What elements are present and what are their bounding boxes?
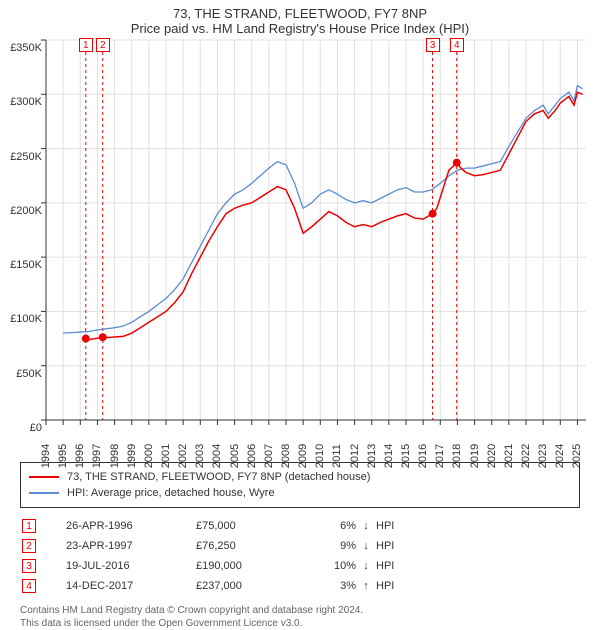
x-tick-label: 2016: [417, 444, 429, 468]
y-tick-label: £300K: [10, 96, 42, 108]
legend-swatch: [29, 492, 59, 494]
x-tick-label: 2002: [177, 444, 189, 468]
sale-index-badge: 2: [22, 539, 36, 553]
x-tick-label: 2024: [554, 444, 566, 468]
hpi-label: HPI: [376, 520, 416, 532]
y-tick-label: £250K: [10, 151, 42, 163]
legend-label: HPI: Average price, detached house, Wyre: [67, 485, 275, 501]
x-tick-label: 2022: [520, 444, 532, 468]
sale-price: £75,000: [196, 520, 296, 532]
x-tick-label: 2010: [314, 444, 326, 468]
attribution-line1: Contains HM Land Registry data © Crown c…: [20, 604, 580, 617]
hpi-label: HPI: [376, 580, 416, 592]
sales-table: 126-APR-1996£75,0006%↓HPI223-APR-1997£76…: [20, 516, 580, 596]
x-tick-label: 1999: [126, 444, 138, 468]
arrow-up-icon: ↑: [356, 580, 376, 592]
x-tick-label: 2015: [400, 444, 412, 468]
x-tick-label: 2008: [280, 444, 292, 468]
x-tick-label: 2006: [246, 444, 258, 468]
sale-marker-4: 4: [450, 38, 464, 52]
legend-item: HPI: Average price, detached house, Wyre: [29, 485, 571, 501]
y-tick-label: £100K: [10, 313, 42, 325]
sale-marker-2: 2: [96, 38, 110, 52]
sale-price: £190,000: [196, 560, 296, 572]
arrow-down-icon: ↓: [356, 560, 376, 572]
x-tick-label: 2021: [503, 444, 515, 468]
x-tick-label: 1995: [57, 444, 69, 468]
y-tick-label: £0: [30, 422, 42, 434]
attribution: Contains HM Land Registry data © Crown c…: [20, 604, 580, 630]
x-tick-label: 1994: [40, 444, 52, 468]
y-tick-label: £200K: [10, 205, 42, 217]
table-row: 2 23-APR-1997£76,2509%↓HPI: [20, 536, 580, 556]
x-tick-label: 2017: [434, 444, 446, 468]
y-tick-label: £350K: [10, 42, 42, 54]
sale-delta: 3%: [296, 580, 356, 592]
x-tick-label: 2000: [143, 444, 155, 468]
y-tick-label: £150K: [10, 259, 42, 271]
y-axis-labels: £0£50K£100K£150K£200K£250K£300K£350K: [0, 48, 44, 428]
x-tick-label: 2019: [469, 444, 481, 468]
x-tick-label: 2007: [263, 444, 275, 468]
sale-price: £76,250: [196, 540, 296, 552]
x-tick-label: 1998: [109, 444, 121, 468]
sale-marker-1: 1: [79, 38, 93, 52]
x-tick-label: 1997: [91, 444, 103, 468]
table-row: 3 19-JUL-2016£190,00010%↓HPI: [20, 556, 580, 576]
table-row: 1 26-APR-1996£75,0006%↓HPI: [20, 516, 580, 536]
chart-plot-area: [46, 40, 586, 420]
x-tick-label: 2011: [331, 444, 343, 468]
x-tick-label: 2023: [537, 444, 549, 468]
sale-index-badge: 3: [22, 559, 36, 573]
sale-date: 23-APR-1997: [66, 540, 196, 552]
x-tick-label: 1996: [74, 444, 86, 468]
y-tick-label: £50K: [16, 368, 42, 380]
sale-delta: 6%: [296, 520, 356, 532]
hpi-label: HPI: [376, 540, 416, 552]
sale-date: 26-APR-1996: [66, 520, 196, 532]
x-tick-label: 2005: [229, 444, 241, 468]
sale-delta: 10%: [296, 560, 356, 572]
sale-date: 14-DEC-2017: [66, 580, 196, 592]
sale-index-badge: 1: [22, 519, 36, 533]
attribution-line2: This data is licensed under the Open Gov…: [20, 617, 580, 630]
x-tick-label: 2020: [486, 444, 498, 468]
sale-date: 19-JUL-2016: [66, 560, 196, 572]
x-tick-label: 2009: [297, 444, 309, 468]
x-axis-labels: 1994199519961997199819992000200120022003…: [46, 438, 586, 482]
chart-title: 73, THE STRAND, FLEETWOOD, FY7 8NP: [0, 0, 600, 21]
sale-delta: 9%: [296, 540, 356, 552]
sale-price: £237,000: [196, 580, 296, 592]
x-tick-label: 2003: [194, 444, 206, 468]
hpi-label: HPI: [376, 560, 416, 572]
arrow-down-icon: ↓: [356, 540, 376, 552]
x-tick-label: 2001: [160, 444, 172, 468]
arrow-down-icon: ↓: [356, 520, 376, 532]
sale-index-badge: 4: [22, 579, 36, 593]
x-tick-label: 2012: [349, 444, 361, 468]
x-tick-label: 2018: [451, 444, 463, 468]
x-tick-label: 2004: [211, 444, 223, 468]
sale-marker-3: 3: [426, 38, 440, 52]
x-tick-label: 2014: [383, 444, 395, 468]
x-tick-label: 2013: [366, 444, 378, 468]
x-tick-label: 2025: [571, 444, 583, 468]
table-row: 4 14-DEC-2017£237,0003%↑HPI: [20, 576, 580, 596]
